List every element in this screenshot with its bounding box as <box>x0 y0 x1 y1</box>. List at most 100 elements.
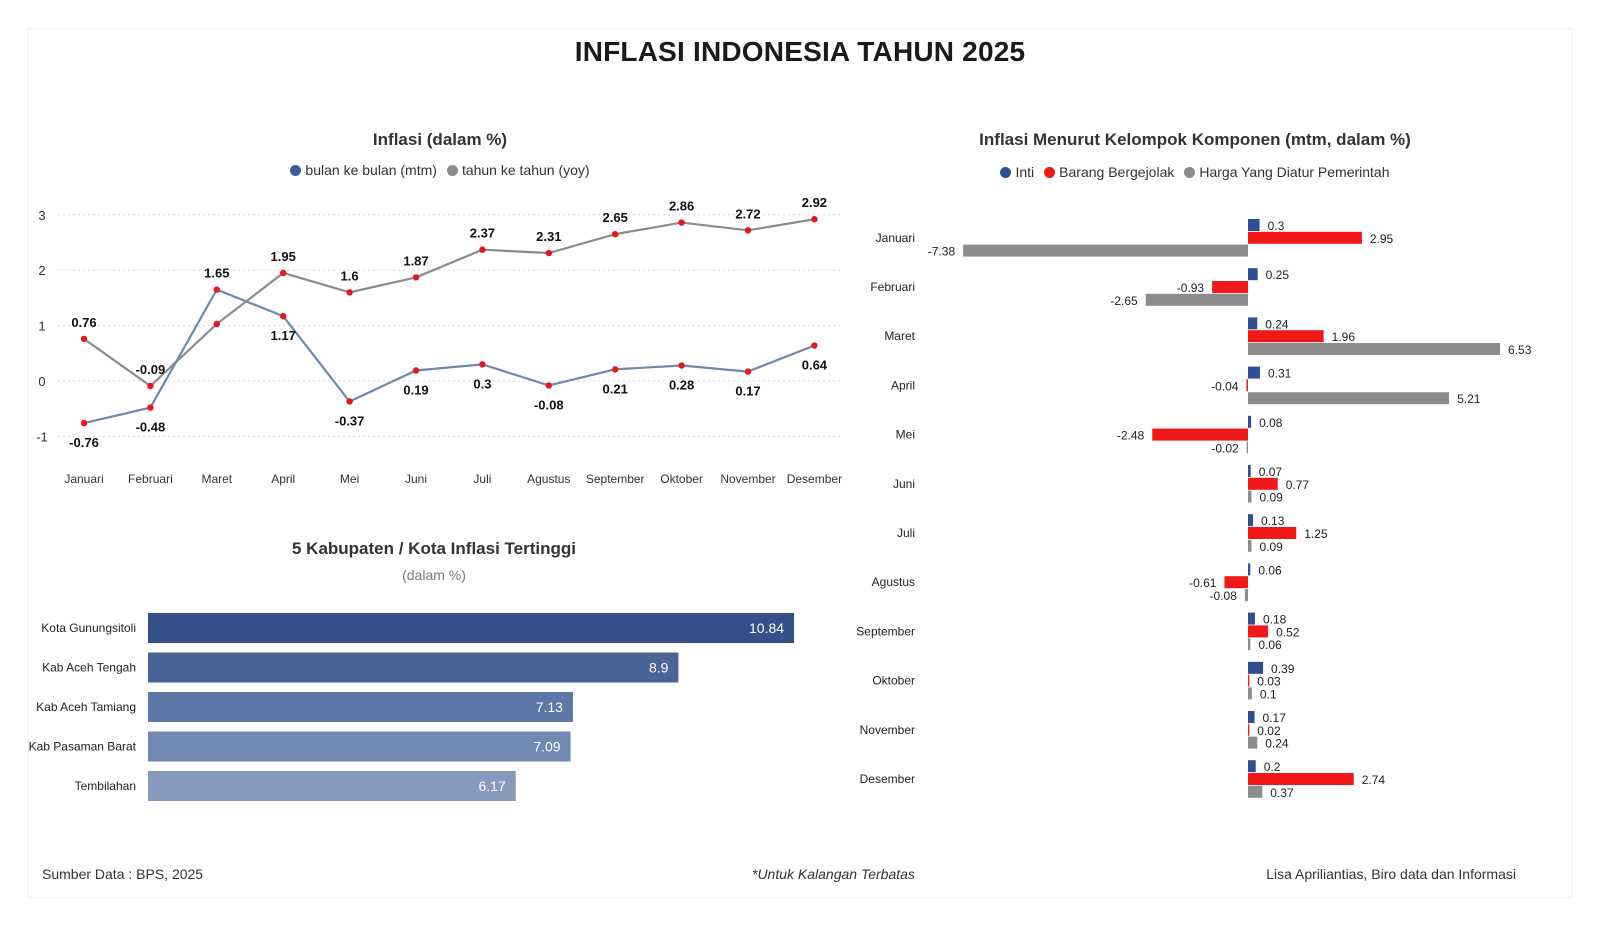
value-label: -0.02 <box>1211 441 1239 455</box>
bar-diatur-pemerintah <box>1248 490 1252 503</box>
value-label: -0.93 <box>1177 281 1205 295</box>
value-label: 0.37 <box>1270 786 1294 800</box>
legend-item-bergejolak: Barang Bergejolak <box>1044 164 1174 180</box>
data-point-mtm <box>147 404 154 411</box>
month-label: Mei <box>896 428 915 442</box>
value-label: 0.1 <box>1260 687 1277 701</box>
data-label-yoy: 2.92 <box>802 195 827 210</box>
value-label: 8.9 <box>649 660 669 676</box>
legend-label-bergejolak: Barang Bergejolak <box>1059 164 1175 180</box>
month-label: Juni <box>893 477 915 491</box>
data-point-yoy <box>346 289 353 296</box>
data-point-yoy <box>80 335 88 343</box>
category-label: Kab Aceh Tamiang <box>36 700 136 714</box>
component-bar-chart: Januari 0.3 2.95 -7.38 Februari 0.25 -0.93 -2.6… <box>856 219 1532 800</box>
bar-inti <box>1248 514 1254 527</box>
legend-item-yoy: tahun ke tahun (yoy) <box>446 162 590 178</box>
bar-diatur-pemerintah <box>1248 687 1252 700</box>
category-label: Tembilahan <box>75 779 136 793</box>
bar-diatur-pemerintah <box>1248 392 1450 405</box>
value-label: 0.07 <box>1259 465 1283 479</box>
data-point-yoy <box>147 382 154 390</box>
month-label: Oktober <box>872 674 915 688</box>
x-tick-label: Mei <box>340 472 359 486</box>
data-point-yoy <box>545 249 552 257</box>
value-label: 6.53 <box>1508 343 1532 357</box>
legend-item-diatur: Harga Yang Diatur Pemerintah <box>1184 164 1390 180</box>
data-point-mtm <box>479 361 486 368</box>
footer-note: *Untuk Kalangan Terbatas <box>752 866 915 882</box>
infographic-frame <box>28 28 1572 898</box>
month-label: Maret <box>884 329 915 343</box>
y-tick-label: 0 <box>38 374 45 389</box>
value-label: 0.09 <box>1259 540 1283 554</box>
value-label: -2.65 <box>1110 294 1138 308</box>
category-label: Kab Pasaman Barat <box>29 740 137 754</box>
value-label: 7.09 <box>533 739 560 755</box>
bar-bergejolak <box>1212 281 1248 293</box>
legend-item-mtm: bulan ke bulan (mtm) <box>290 162 437 178</box>
x-tick-label: April <box>271 472 295 486</box>
bar-diatur-pemerintah <box>963 244 1248 257</box>
line-chart-title: Inflasi (dalam %) <box>372 130 508 149</box>
kabupaten-chart-title: 5 Kabupaten / Kota Inflasi Tertinggi <box>292 539 576 558</box>
legend-label-diatur-pemerintah: Harga Yang Diatur Pemerintah <box>1199 164 1390 180</box>
data-point-yoy <box>811 216 818 223</box>
bar <box>148 771 516 801</box>
y-tick-label: 1 <box>38 319 45 334</box>
data-point-mtm <box>678 362 685 369</box>
data-label-mtm: -0.76 <box>69 435 99 450</box>
bar-inti <box>1248 563 1251 576</box>
value-label: 0.13 <box>1261 514 1285 528</box>
value-label: 0.08 <box>1259 416 1283 430</box>
component-chart-title: Inflasi Menurut Kelompok Komponen (mtm, … <box>979 130 1411 149</box>
legend-label-mtm: bulan ke bulan (mtm) <box>305 162 437 178</box>
value-label: 1.96 <box>1332 330 1356 344</box>
bar-diatur-pemerintah <box>1248 736 1258 749</box>
value-label: 0.17 <box>1263 711 1287 725</box>
month-label: Agustus <box>872 575 915 589</box>
footer-author: Lisa Apriliantias, Biro data dan Informa… <box>1266 866 1516 882</box>
series-line-mtm <box>83 288 815 425</box>
bar-inti <box>1248 711 1255 723</box>
data-label-mtm: 0.28 <box>669 377 694 392</box>
bar-inti <box>1248 760 1256 773</box>
legend-label-yoy: tahun ke tahun (yoy) <box>461 162 590 178</box>
value-label: 0.77 <box>1286 478 1310 492</box>
data-label-yoy: 2.72 <box>735 206 760 221</box>
value-label: 7.13 <box>536 699 563 715</box>
legend-marker-yoy <box>446 164 458 176</box>
month-label: Februari <box>870 280 915 294</box>
data-label-yoy: 2.65 <box>603 210 628 225</box>
y-tick-label: 3 <box>38 208 45 223</box>
data-point-mtm <box>346 398 353 405</box>
value-label: -7.38 <box>928 245 956 259</box>
x-tick-label: Maret <box>201 472 232 486</box>
month-label: September <box>856 624 915 638</box>
data-label-yoy: 1.95 <box>271 249 296 264</box>
bar-bergejolak <box>1246 379 1248 392</box>
month-label: Desember <box>860 772 915 786</box>
data-label-yoy: -0.09 <box>136 362 166 377</box>
value-label: 0.03 <box>1257 675 1281 689</box>
y-tick-label: -1 <box>36 429 48 444</box>
month-label: Juli <box>897 526 915 540</box>
data-label-mtm: -0.08 <box>534 397 564 412</box>
data-label-mtm: -0.37 <box>335 413 365 428</box>
value-label: 0.06 <box>1258 638 1282 652</box>
data-point-mtm <box>811 342 818 349</box>
data-point-yoy <box>744 227 752 234</box>
bar-bergejolak <box>1248 330 1324 343</box>
value-label: 0.2 <box>1264 760 1281 774</box>
value-label: 0.06 <box>1258 563 1282 577</box>
x-tick-label: Juli <box>473 472 491 486</box>
component-chart-legend: Inti Barang Bergejolak Harga Yang Diatur… <box>845 164 1545 180</box>
data-label-yoy: 2.31 <box>536 229 561 244</box>
data-point-mtm <box>213 286 220 293</box>
value-label: 0.24 <box>1265 317 1289 331</box>
bar-bergejolak <box>1224 576 1248 589</box>
legend-item-inti: Inti <box>1000 164 1034 180</box>
x-tick-label: Januari <box>64 472 103 486</box>
bar <box>148 652 679 683</box>
series-line-yoy <box>83 218 815 388</box>
